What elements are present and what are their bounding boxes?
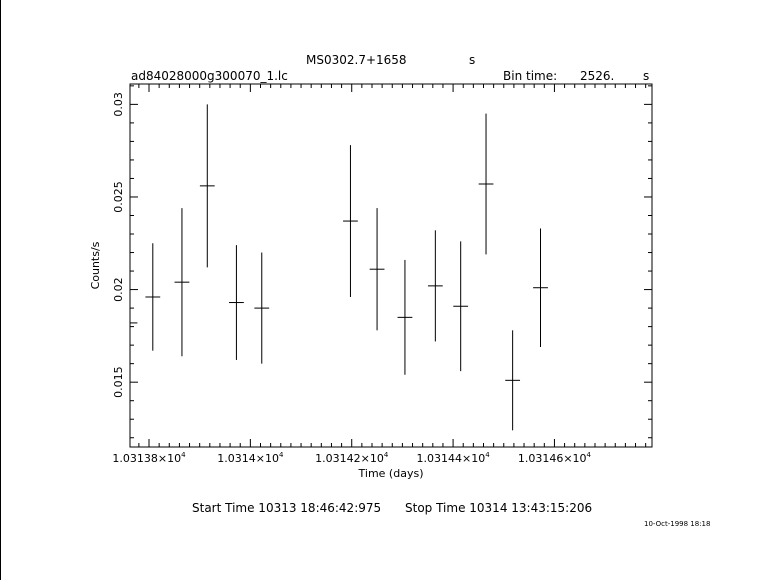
bin-time-unit: s xyxy=(643,69,650,83)
y-tick-label: 0.015 xyxy=(112,366,125,398)
plot-frame xyxy=(129,83,653,448)
x-tick-label: 1.03146×104 xyxy=(518,451,592,465)
x-axis-label: Time (days) xyxy=(358,467,424,480)
stop-time: Stop Time 10314 13:43:15:206 xyxy=(405,501,593,515)
file-name: ad84028000g300070_1.lc xyxy=(131,69,288,83)
x-tick-label: 1.0314×104 xyxy=(217,451,284,465)
bin-time-label: Bin time: xyxy=(503,69,558,83)
object-unit: s xyxy=(469,53,476,67)
x-tick-label: 1.03144×104 xyxy=(416,451,490,465)
x-tick-label: 1.03138×104 xyxy=(112,451,186,465)
y-tick-label: 0.03 xyxy=(112,92,125,117)
y-axis-label: Counts/s xyxy=(89,241,102,289)
bin-time-value: 2526. xyxy=(580,69,615,83)
y-tick-label: 0.025 xyxy=(112,181,125,213)
x-tick-label: 1.03142×104 xyxy=(315,451,389,465)
window-edge xyxy=(0,0,1,580)
object-name: MS0302.7+1658 xyxy=(306,53,407,67)
start-time: Start Time 10313 18:46:42:975 xyxy=(192,501,382,515)
y-tick-label: 0.02 xyxy=(112,277,125,302)
plot-timestamp: 10-Oct-1998 18:18 xyxy=(644,520,711,528)
